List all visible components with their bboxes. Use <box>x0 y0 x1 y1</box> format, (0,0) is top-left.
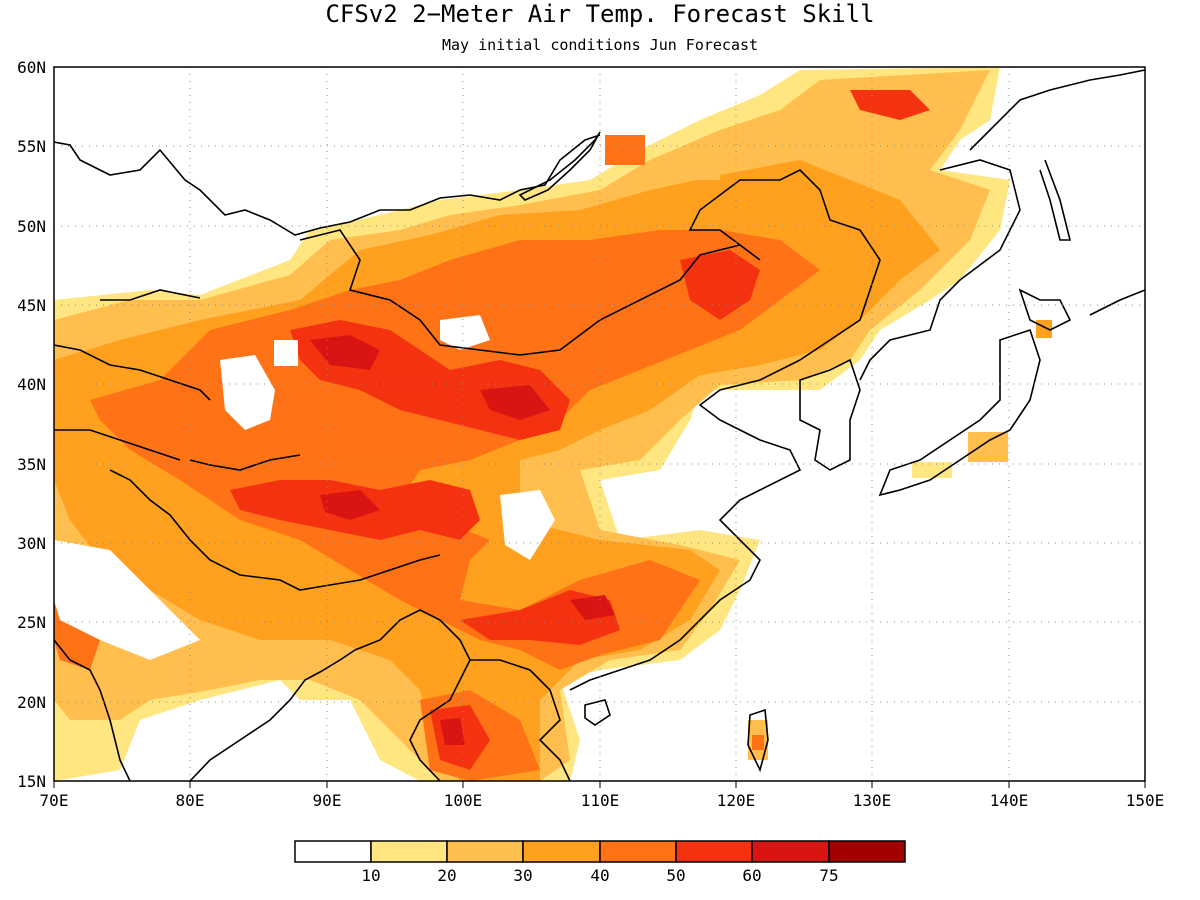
coastlines-and-borders <box>54 69 1145 781</box>
colorbar: 10 20 30 40 50 60 75 <box>294 840 906 885</box>
colorbar-bin <box>446 840 524 863</box>
colorbar-label: 60 <box>742 866 761 885</box>
lon-tick-labels: 70E 80E 90E 100E 110E 120E 130E 140E 150… <box>40 791 1165 810</box>
lat-label: 20N <box>17 693 46 712</box>
lon-label: 150E <box>1126 791 1165 810</box>
map-subtitle: May initial conditions Jun Forecast <box>442 36 758 54</box>
lon-label: 90E <box>313 791 342 810</box>
colorbar-bin <box>828 840 906 863</box>
tick-marks <box>53 781 1146 788</box>
lat-label: 15N <box>17 772 46 791</box>
lon-label: 110E <box>581 791 620 810</box>
lat-tick-labels: 15N 20N 25N 30N 35N 40N 45N 50N 55N 60N <box>17 58 46 791</box>
lon-label: 100E <box>444 791 483 810</box>
lon-label: 140E <box>990 791 1029 810</box>
colorbar-bin <box>675 840 753 863</box>
colorbar-bin <box>294 840 372 863</box>
colorbar-bin <box>751 840 830 863</box>
lat-label: 60N <box>17 58 46 77</box>
lat-label: 55N <box>17 137 46 156</box>
map-title: CFSv2 2−Meter Air Temp. Forecast Skill <box>325 0 874 28</box>
gridlines <box>54 67 1145 781</box>
lon-label: 80E <box>176 791 205 810</box>
colorbar-label: 30 <box>513 866 532 885</box>
lon-label: 70E <box>40 791 69 810</box>
lat-label: 30N <box>17 534 46 553</box>
lat-label: 25N <box>17 613 46 632</box>
lon-label: 120E <box>717 791 756 810</box>
lat-label: 35N <box>17 455 46 474</box>
colorbar-label: 20 <box>437 866 456 885</box>
colorbar-bin <box>370 840 448 863</box>
colorbar-label: 50 <box>666 866 685 885</box>
colorbar-bin <box>599 840 677 863</box>
colorbar-bin <box>522 840 601 863</box>
colorbar-label: 10 <box>361 866 380 885</box>
lat-label: 40N <box>17 375 46 394</box>
colorbar-label: 75 <box>819 866 838 885</box>
colorbar-label: 40 <box>590 866 609 885</box>
lat-label: 50N <box>17 217 46 236</box>
skill-shading <box>54 67 1052 781</box>
lat-label: 45N <box>17 296 46 315</box>
lon-label: 130E <box>853 791 892 810</box>
